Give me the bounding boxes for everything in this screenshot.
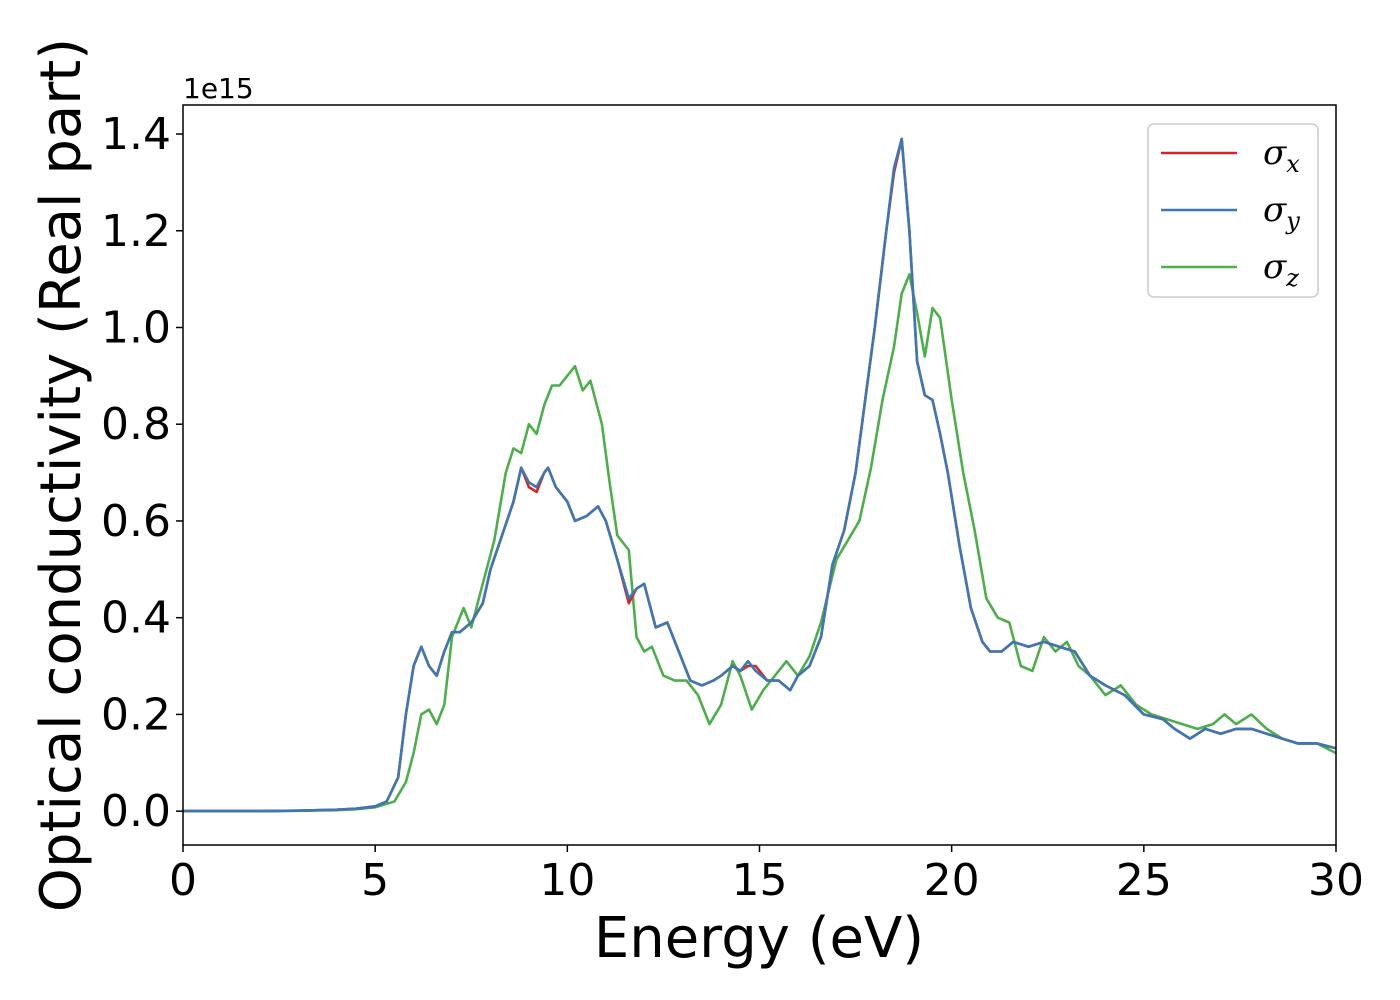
- y-tick-label: 1.4: [101, 109, 171, 160]
- y-tick-label: 0.8: [101, 399, 171, 450]
- series-line-z: [183, 272, 1336, 813]
- y-tick-label: 0.6: [101, 496, 171, 547]
- x-tick-label: 5: [361, 855, 389, 906]
- x-tick-label: 20: [924, 855, 980, 906]
- series-line-y: [183, 137, 1336, 813]
- x-axis-title: Energy (eV): [594, 906, 924, 971]
- x-tick-label: 15: [732, 855, 788, 906]
- y-tick-label: 1.2: [101, 206, 171, 257]
- y-tick-label: 0.2: [101, 689, 171, 740]
- y-offset-label: 1e15: [183, 72, 254, 105]
- x-tick-label: 10: [539, 855, 595, 906]
- x-tick-label: 30: [1308, 855, 1364, 906]
- series-layer: [183, 137, 1336, 813]
- x-axis-ticks: 0 5 10 15 20 25 30: [169, 845, 1364, 906]
- y-tick-label: 1.0: [101, 302, 171, 353]
- x-tick-label: 25: [1116, 855, 1172, 906]
- y-axis-title: Optical conductivity (Real part): [29, 38, 94, 912]
- y-tick-label: 0.4: [101, 593, 171, 644]
- y-tick-label: 0.0: [101, 786, 171, 837]
- x-tick-label: 0: [169, 855, 197, 906]
- y-axis-ticks: 0.0 0.2 0.4 0.6 0.8 1.0 1.2 1.4: [101, 109, 183, 837]
